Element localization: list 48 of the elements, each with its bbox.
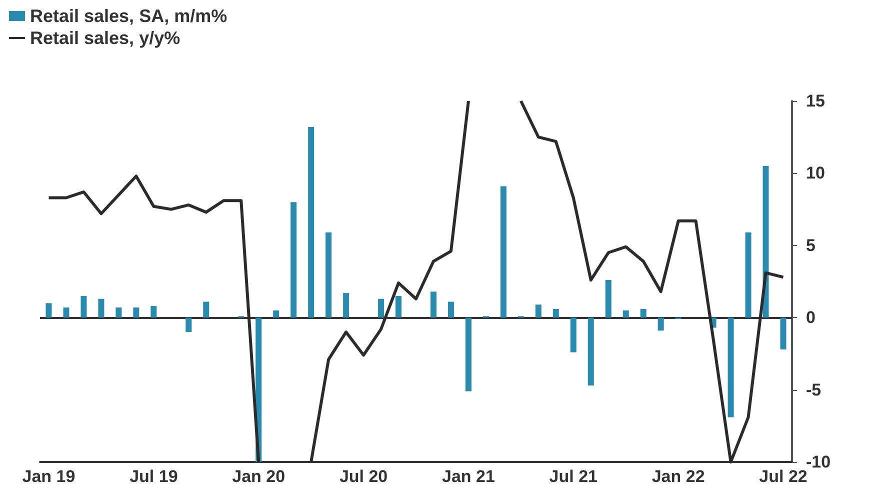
bar xyxy=(500,186,506,318)
legend-label: Retail sales, y/y% xyxy=(30,28,180,48)
bar xyxy=(780,318,786,350)
bar xyxy=(290,202,297,318)
bar xyxy=(63,307,70,318)
y-tick-label: 15 xyxy=(806,92,825,110)
bar xyxy=(273,310,280,318)
bar xyxy=(308,126,314,318)
y-tick-label: -10 xyxy=(806,452,831,472)
bar xyxy=(745,232,752,318)
bar xyxy=(728,318,734,418)
x-tick-label: Jul 20 xyxy=(339,467,388,486)
bar xyxy=(570,318,576,352)
bar xyxy=(186,318,192,332)
x-tick-label: Jan 19 xyxy=(22,467,76,486)
x-tick-label: Jan 21 xyxy=(442,467,495,486)
bar xyxy=(150,306,157,318)
x-tick-label: Jul 22 xyxy=(759,467,808,486)
bar xyxy=(80,296,87,318)
bar xyxy=(396,296,402,318)
x-tick-label: Jan 20 xyxy=(232,467,286,486)
bar xyxy=(658,318,664,331)
bar xyxy=(430,292,436,318)
bar xyxy=(552,308,559,318)
y-tick-label: 5 xyxy=(806,236,816,255)
legend-label: Retail sales, SA, m/m% xyxy=(30,6,228,26)
x-tick-label: Jul 21 xyxy=(549,467,598,486)
bar xyxy=(378,298,384,318)
bar xyxy=(465,318,472,392)
bar xyxy=(98,298,104,318)
bar xyxy=(535,304,542,318)
y-tick-label: -5 xyxy=(806,380,822,400)
bar xyxy=(343,293,350,318)
bar xyxy=(762,166,769,318)
bar xyxy=(203,302,210,318)
bar xyxy=(448,302,454,318)
y-tick-label: 10 xyxy=(806,164,825,183)
x-tick-label: Jan 22 xyxy=(652,467,705,486)
bar xyxy=(46,303,52,318)
y-tick-label: 0 xyxy=(806,308,816,328)
bar xyxy=(640,308,646,318)
bar xyxy=(588,318,594,386)
bar xyxy=(133,307,140,318)
bar xyxy=(116,307,122,318)
bar xyxy=(605,280,612,318)
bar xyxy=(622,310,629,318)
bar xyxy=(326,232,332,318)
x-tick-label: Jul 19 xyxy=(130,467,178,486)
